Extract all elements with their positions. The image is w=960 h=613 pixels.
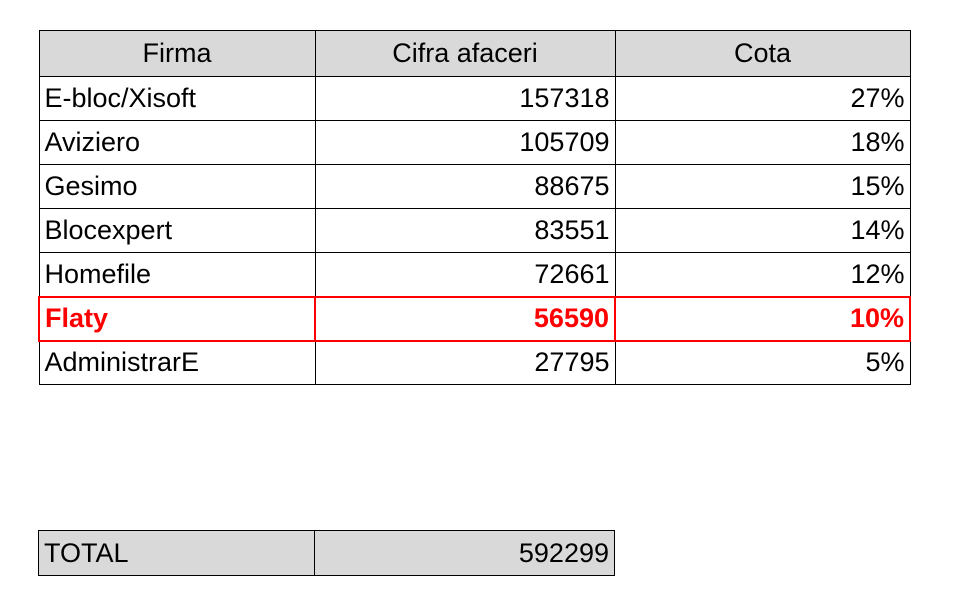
cell-cifra: 56590: [314, 295, 616, 342]
total-label: TOTAL: [38, 530, 315, 576]
market-share-table: Firma Cifra afaceri Cota E-bloc/Xisoft 1…: [38, 30, 911, 385]
cell-firma: AdministrarE: [38, 340, 316, 385]
table-row: Blocexpert 83551 14%: [38, 208, 911, 253]
table-row: AdministrarE 27795 5%: [38, 340, 911, 385]
cell-cifra: 27795: [314, 340, 616, 385]
cell-firma: Homefile: [38, 252, 316, 297]
header-cifra-afaceri: Cifra afaceri: [314, 30, 616, 77]
total-table: TOTAL 592299: [38, 530, 615, 576]
cell-cota: 15%: [614, 164, 911, 209]
cell-cota: 12%: [614, 252, 911, 297]
table-row: E-bloc/Xisoft 157318 27%: [38, 76, 911, 121]
table-row: Aviziero 105709 18%: [38, 120, 911, 165]
cell-firma: E-bloc/Xisoft: [38, 76, 316, 121]
cell-cifra: 83551: [314, 208, 616, 253]
cell-cifra: 157318: [314, 76, 616, 121]
table-row: Gesimo 88675 15%: [38, 164, 911, 209]
cell-cota: 27%: [614, 76, 911, 121]
total-row: TOTAL 592299: [38, 530, 615, 576]
header-firma: Firma: [38, 30, 316, 77]
header-cota: Cota: [614, 30, 911, 77]
cell-firma: Flaty: [38, 295, 316, 342]
table-row: Homefile 72661 12%: [38, 252, 911, 297]
total-value: 592299: [314, 530, 615, 576]
cell-cifra: 88675: [314, 164, 616, 209]
header-row: Firma Cifra afaceri Cota: [38, 30, 911, 77]
cell-cota: 14%: [614, 208, 911, 253]
cell-cota: 5%: [614, 340, 911, 385]
table-row-highlighted: Flaty 56590 10%: [38, 295, 911, 342]
cell-firma: Aviziero: [38, 120, 316, 165]
cell-cifra: 105709: [314, 120, 616, 165]
cell-firma: Gesimo: [38, 164, 316, 209]
cell-cifra: 72661: [314, 252, 616, 297]
cell-cota: 18%: [614, 120, 911, 165]
cell-firma: Blocexpert: [38, 208, 316, 253]
cell-cota: 10%: [614, 295, 911, 342]
